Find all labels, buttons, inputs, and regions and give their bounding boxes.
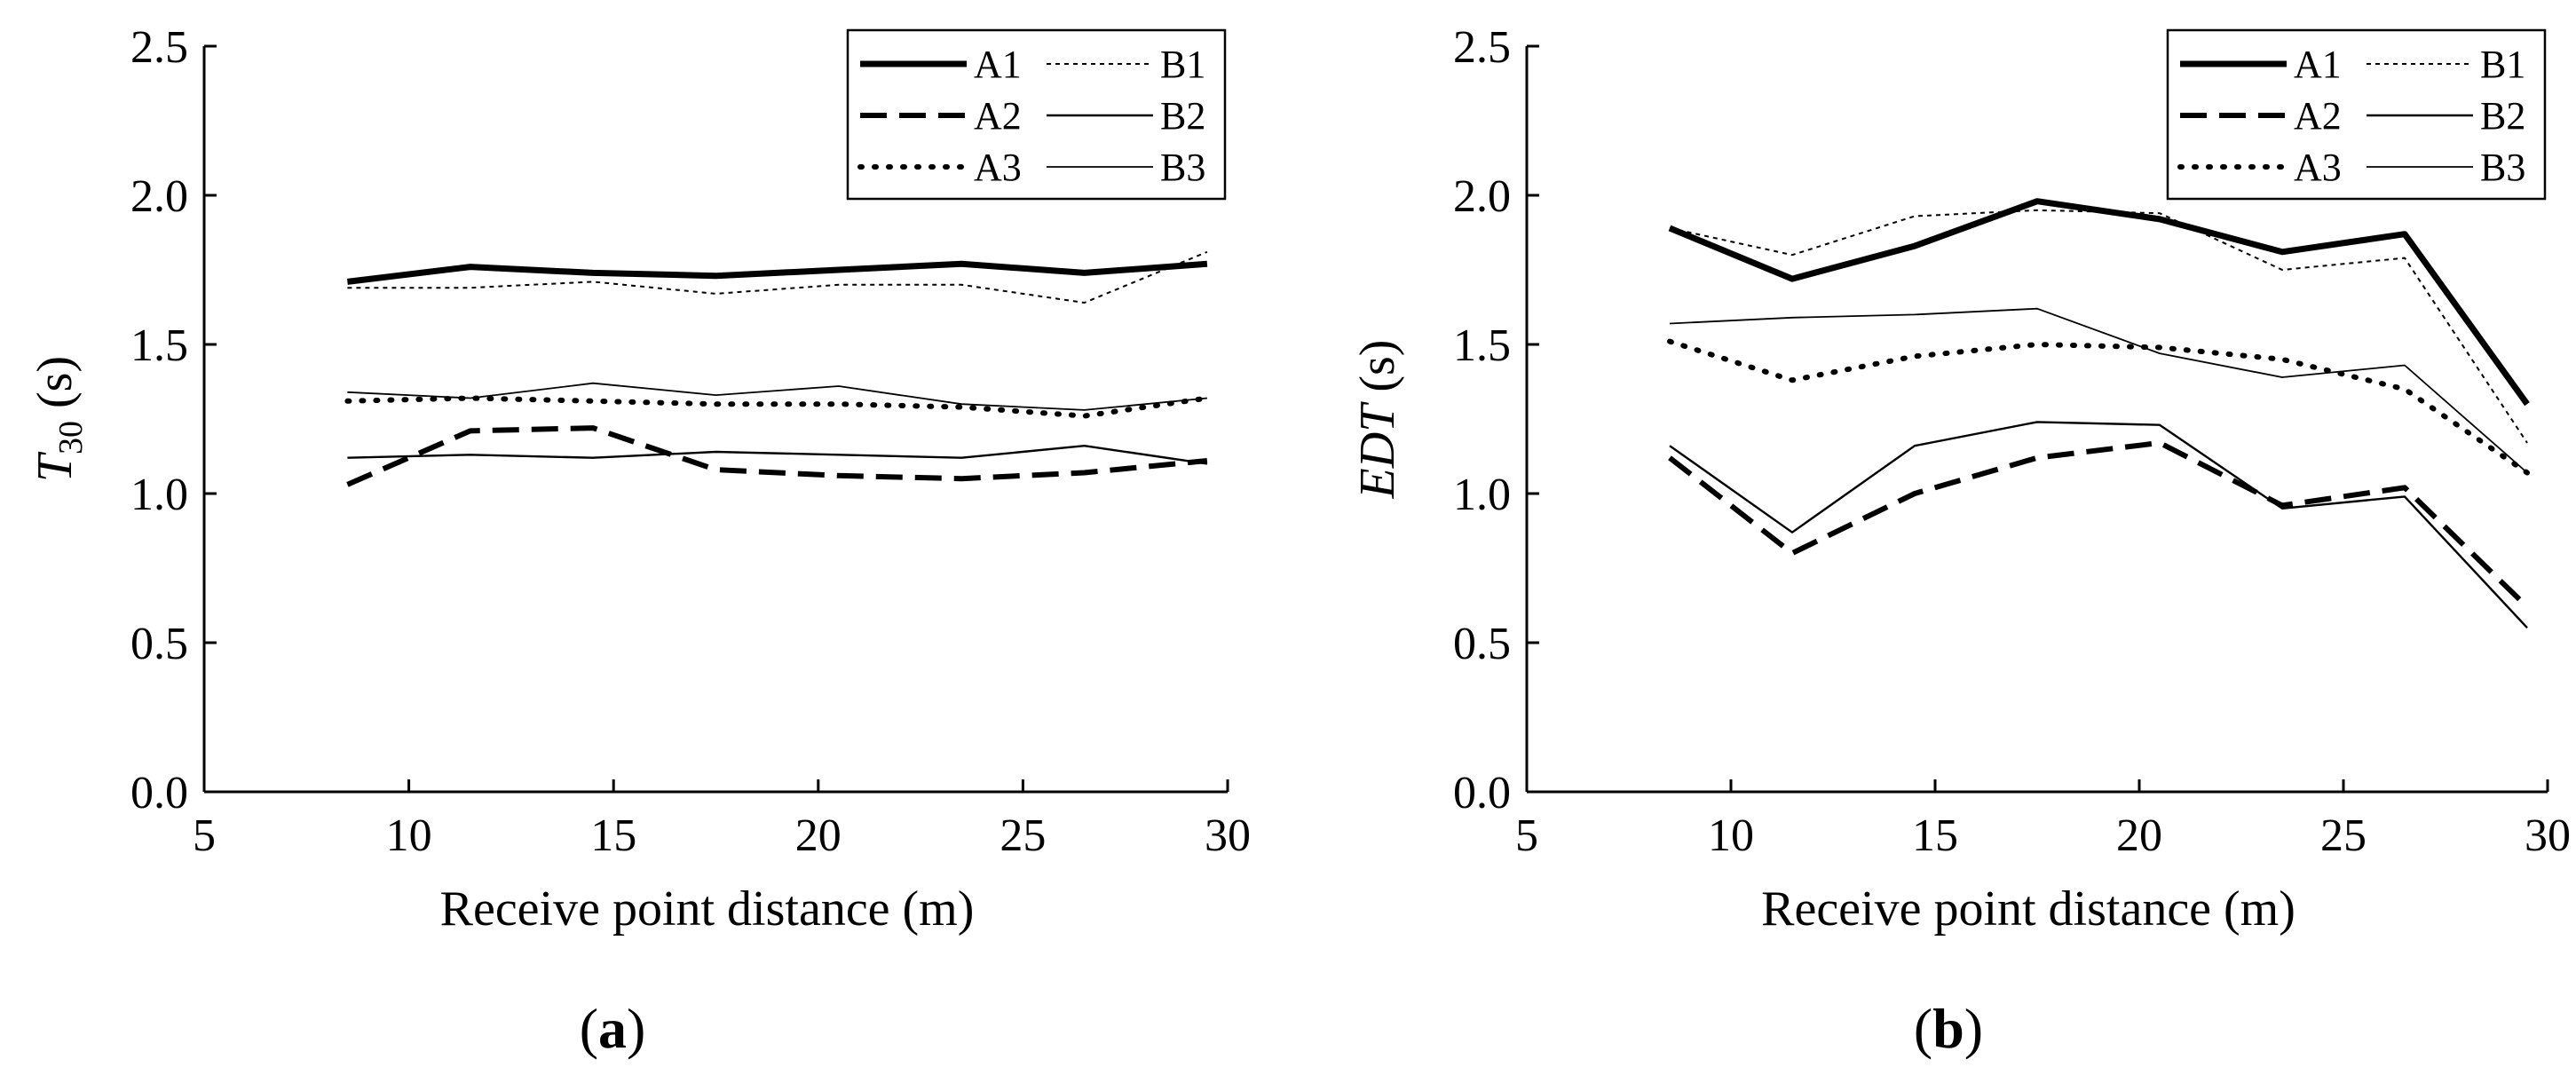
legend-label-a3: A3	[2294, 146, 2342, 189]
series-line-a3	[344, 395, 1210, 419]
x-tick-label: 15	[1912, 810, 1958, 861]
x-axis-label: Receive point distance (m)	[1761, 881, 2295, 937]
legend-label-a2: A2	[974, 94, 1022, 138]
series-line-b2	[1669, 421, 2528, 629]
x-tick-label: 30	[2525, 810, 2571, 861]
y-tick-label: 2.5	[130, 22, 188, 73]
y-axis-label-unit: (s)	[28, 356, 83, 421]
x-tick-label: 30	[1205, 810, 1251, 861]
x-axis-label: Receive point distance (m)	[440, 881, 975, 937]
y-tick-label: 2.5	[1453, 22, 1511, 73]
y-tick-label: 0.0	[130, 768, 188, 818]
legend-label-b3: B3	[2480, 146, 2525, 189]
panel-label-letter: b	[1932, 997, 1964, 1060]
x-tick-label: 20	[2116, 810, 2162, 861]
y-tick-label: 1.5	[130, 320, 188, 371]
series-line-a2	[346, 425, 1208, 487]
legend-label-a2: A2	[2294, 94, 2342, 138]
series-line-a1	[1668, 198, 2530, 407]
legend-label-a1: A1	[2294, 43, 2342, 86]
panel-label-close: )	[1964, 997, 1983, 1060]
x-tick-label: 5	[193, 810, 216, 861]
legend-label-a3: A3	[974, 146, 1022, 189]
y-axis-label-unit: (s)	[1350, 340, 1405, 405]
legend-label-b3: B3	[1160, 146, 1205, 189]
panel-label-open: (	[580, 997, 598, 1060]
series-line-b1	[1669, 209, 2528, 444]
series-line-a1	[346, 260, 1208, 285]
series-line-a2	[1668, 439, 2530, 609]
y-tick-label: 0.5	[130, 619, 188, 669]
panel-label-open: (	[1914, 997, 1932, 1060]
legend-label-a1: A1	[974, 43, 1022, 86]
x-tick-label: 25	[1000, 810, 1046, 861]
y-tick-label: 2.0	[1453, 171, 1511, 222]
chart-panel-b: 0.0 0.5 1.0 1.5 2.0 2.5 5 10 15 20 25 30 Receive poi…	[1350, 22, 2571, 1060]
legend-label-b1: B1	[1160, 43, 1205, 86]
y-tick-label: 0.5	[1453, 619, 1511, 669]
panel-label: (b)	[1914, 997, 1983, 1060]
series-line-b1	[347, 250, 1208, 304]
series-line-a3	[1667, 338, 2530, 476]
legend-label-b2: B2	[2480, 94, 2525, 138]
y-tick-label: 1.0	[1453, 470, 1511, 520]
panel-label-close: )	[627, 997, 645, 1060]
panel-label: (a)	[580, 997, 646, 1060]
x-tick-label: 10	[386, 810, 432, 861]
series-line-b2	[347, 445, 1208, 465]
series-line-b3	[347, 382, 1207, 411]
x-tick-label: 5	[1515, 810, 1538, 861]
y-tick-label: 1.5	[1453, 320, 1511, 371]
y-axis-label: T30 (s)	[28, 356, 90, 482]
x-tick-label: 10	[1708, 810, 1754, 861]
x-tick-label: 15	[590, 810, 636, 861]
panel-label-letter: a	[598, 997, 627, 1060]
series-line-b3	[1669, 307, 2528, 474]
legend-label-b1: B1	[2480, 43, 2525, 86]
x-tick-label: 20	[795, 810, 842, 861]
legend-label-b2: B2	[1160, 94, 1205, 138]
y-axis-label-main: EDT	[1350, 401, 1405, 500]
chart-panel-a: 0.0 0.5 1.0 1.5 2.0 2.5 5 10 15 20 25 30 Receive poi…	[28, 22, 1251, 1060]
y-axis-label-subscript: 30	[52, 421, 90, 454]
x-tick-label: 25	[2320, 810, 2367, 861]
y-tick-label: 1.0	[130, 470, 188, 520]
y-axis-label: EDT (s)	[1350, 340, 1405, 500]
y-tick-label: 0.0	[1453, 768, 1511, 818]
y-axis-label-main: T	[28, 451, 83, 482]
y-tick-label: 2.0	[130, 171, 188, 222]
